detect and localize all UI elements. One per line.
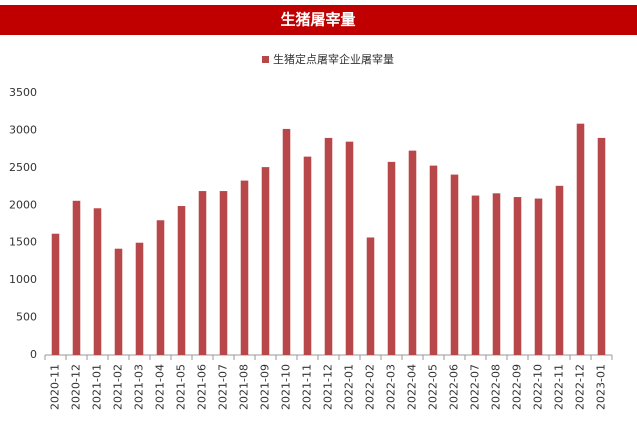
bar [429, 165, 438, 355]
x-tick-label: 2022-10 [532, 364, 545, 410]
title-banner [0, 5, 637, 35]
bar [177, 206, 186, 355]
bar [198, 191, 207, 355]
y-tick-label: 1000 [9, 273, 37, 286]
x-tick-label: 2022-02 [364, 364, 377, 410]
bar [597, 137, 606, 355]
bar [51, 233, 60, 355]
bar [366, 237, 375, 355]
y-tick-label: 3000 [9, 123, 37, 136]
bar [261, 167, 270, 355]
x-tick-label: 2021-09 [259, 364, 272, 410]
y-tick-label: 500 [16, 311, 37, 324]
legend-swatch [262, 56, 269, 63]
x-tick-label: 2021-02 [112, 364, 125, 410]
x-tick-label: 2022-11 [553, 364, 566, 410]
y-tick-label: 1500 [9, 236, 37, 249]
x-tick-label: 2022-08 [490, 364, 503, 410]
bar [72, 200, 81, 355]
x-tick-label: 2021-01 [91, 364, 104, 410]
bar [345, 141, 354, 355]
bar [93, 208, 102, 355]
x-tick-label: 2021-06 [196, 364, 209, 410]
x-tick-label: 2020-12 [70, 364, 83, 410]
x-tick-label: 2023-01 [595, 364, 608, 410]
bar [303, 156, 312, 355]
x-tick-label: 2021-08 [238, 364, 251, 410]
bar [219, 191, 228, 355]
bar [240, 180, 249, 355]
bar [471, 195, 480, 355]
bar [135, 242, 144, 355]
x-tick-label: 2021-05 [175, 364, 188, 410]
x-tick-label: 2021-04 [154, 364, 167, 410]
bar [576, 123, 585, 355]
x-tick-label: 2021-03 [133, 364, 146, 410]
bar [282, 128, 291, 355]
bar [324, 137, 333, 355]
x-tick-label: 2022-06 [448, 364, 461, 410]
bar [555, 185, 564, 355]
bar [387, 161, 396, 355]
y-tick-label: 0 [30, 348, 37, 361]
x-tick-label: 2021-12 [322, 364, 335, 410]
bar [513, 197, 522, 355]
x-tick-label: 2022-12 [574, 364, 587, 410]
x-tick-label: 2022-05 [427, 364, 440, 410]
x-tick-label: 2021-10 [280, 364, 293, 410]
legend-label: 生猪定点屠宰企业屠宰量 [273, 52, 394, 66]
bar [534, 198, 543, 355]
x-tick-label: 2022-01 [343, 364, 356, 410]
bar [408, 150, 417, 355]
x-tick-label: 2022-07 [469, 364, 482, 410]
chart-title: 生猪屠宰量 [280, 11, 355, 29]
y-tick-label: 3500 [9, 86, 37, 99]
bar [114, 248, 123, 355]
x-tick-label: 2020-11 [49, 364, 62, 410]
y-tick-label: 2000 [9, 198, 37, 211]
x-tick-label: 2021-07 [217, 364, 230, 410]
x-tick-label: 2022-04 [406, 364, 419, 410]
x-tick-label: 2021-11 [301, 364, 314, 410]
x-tick-label: 2022-03 [385, 364, 398, 410]
bar [450, 174, 459, 355]
x-tick-label: 2022-09 [511, 364, 524, 410]
bar [156, 220, 165, 355]
y-tick-label: 2500 [9, 161, 37, 174]
bar [492, 193, 501, 355]
